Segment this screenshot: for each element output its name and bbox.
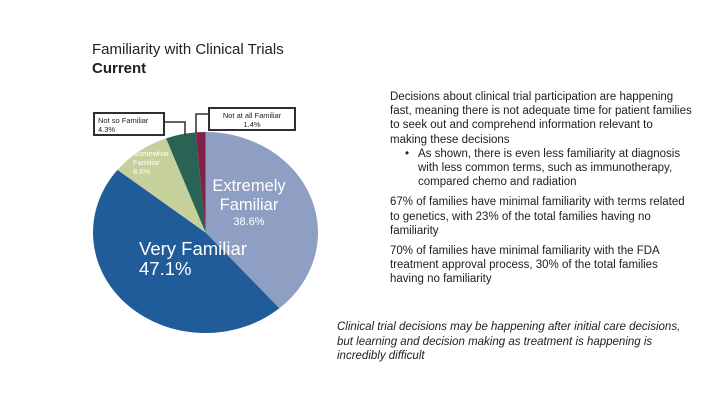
pie-label-somewhat-familiar-pct: 8.6%	[133, 167, 151, 176]
right-text-column: Decisions about clinical trial participa…	[390, 90, 692, 287]
footer-note: Clinical trial decisions may be happenin…	[337, 321, 681, 363]
pie-label-extremely-familiar: Extremely Familiar 38.6%	[186, 177, 312, 229]
pie-slice-extremely-familiar	[205, 132, 319, 309]
paragraph-fda: 70% of families have minimal familiarity…	[390, 245, 660, 286]
pie-slice-not-so-familiar	[166, 132, 206, 233]
callout-not-at-all-familiar-pct: 1.4%	[243, 120, 261, 129]
pie-label-extremely-familiar-pct: 38.6%	[233, 216, 265, 228]
pie-slice-very-familiar	[92, 169, 280, 334]
pie-slice-somewhat-familiar	[117, 138, 206, 233]
chart-title-line1: Familiarity with Clinical Trials	[92, 41, 284, 58]
callout-not-at-all-familiar: Not at all Familiar 1.4%	[208, 107, 296, 131]
pie-slice-not-at-all-familiar	[195, 132, 206, 233]
pie-label-very-familiar-text: Very Familiar	[139, 238, 247, 259]
callout-not-so-familiar-text: Not so Familiar	[98, 116, 149, 125]
callout-connector-not-so-familiar	[165, 121, 186, 135]
callout-not-at-all-familiar-text: Not at all Familiar	[222, 111, 282, 120]
bullet-less-familiarity: As shown, there is even less familiarity…	[390, 147, 692, 190]
chart-title: Familiarity with Clinical Trials Current	[92, 40, 284, 78]
pie-label-very-familiar: Very Familiar 47.1%	[139, 239, 257, 278]
pie-slices	[92, 132, 319, 334]
pie-chart	[92, 113, 319, 334]
callout-not-so-familiar: Not so Familiar 4.3%	[93, 112, 165, 136]
callout-connector-not-at-all-familiar	[195, 113, 208, 133]
pie-label-extremely-familiar-text: Extremely Familiar	[212, 177, 286, 214]
paragraph-genetics: 67% of families have minimal familiarity…	[390, 196, 685, 237]
chart-title-line2: Current	[92, 60, 147, 77]
pie-label-somewhat-familiar-text: Somewhat Familiar	[133, 149, 169, 167]
pie-label-very-familiar-pct: 47.1%	[139, 257, 192, 279]
pie-label-somewhat-familiar: Somewhat Familiar 8.6%	[133, 149, 183, 176]
callout-not-so-familiar-pct: 4.3%	[98, 125, 116, 134]
paragraph-decisions: Decisions about clinical trial participa…	[390, 91, 692, 146]
